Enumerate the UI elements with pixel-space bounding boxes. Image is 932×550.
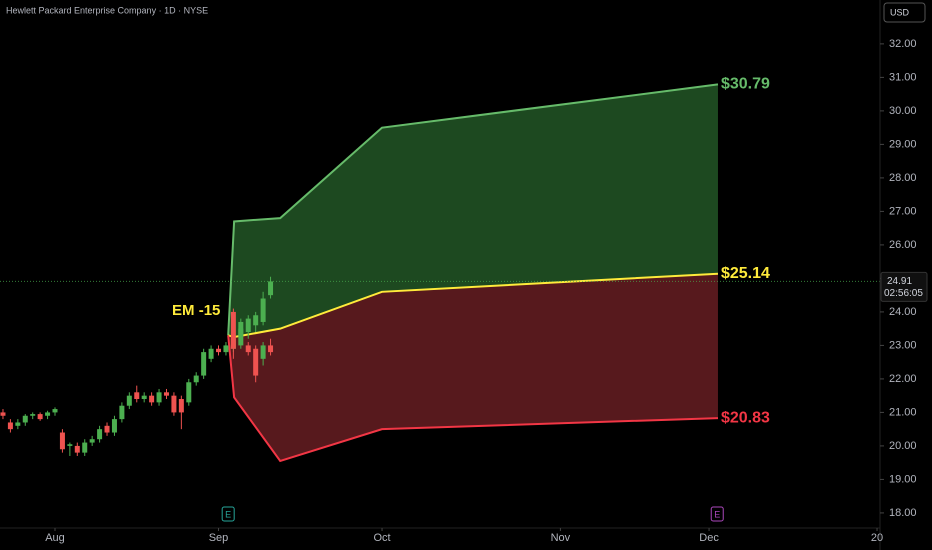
y-tick-label: 32.00 [889, 38, 917, 50]
candle-body [201, 352, 207, 376]
y-tick-label: 21.00 [889, 406, 917, 418]
candle-body [216, 348, 222, 353]
candle-body [268, 281, 274, 296]
candle-body [74, 445, 80, 453]
band-line [227, 335, 719, 463]
band-value-label: $20.83 [721, 409, 770, 426]
x-tick-label: Sep [209, 532, 229, 544]
price-tag [880, 271, 928, 302]
event-marker[interactable] [710, 506, 724, 522]
event-label: E [225, 509, 231, 519]
candle-body [37, 414, 43, 420]
candle-body [30, 414, 36, 416]
candle-body [97, 429, 103, 440]
candle-body [89, 439, 95, 443]
x-tick-label: Oct [373, 532, 390, 544]
y-tick-label: 31.00 [889, 71, 917, 83]
y-tick-label: 23.00 [889, 339, 917, 351]
candle-body [22, 415, 28, 423]
band-value-label: $30.79 [721, 76, 770, 93]
candle-body [104, 425, 110, 433]
candle-body [0, 412, 6, 416]
y-tick-label: 30.00 [889, 105, 917, 117]
candle-body [238, 321, 244, 336]
candle-body [171, 395, 177, 413]
y-tick-label: 20.00 [889, 440, 917, 452]
candle-body [126, 395, 132, 406]
candle-body [268, 345, 274, 353]
price-tag-value: 24.91 [887, 276, 912, 287]
candle-body [178, 399, 184, 413]
candle-body [163, 392, 169, 396]
event-label: E [714, 509, 720, 519]
candle-body [52, 409, 58, 413]
candle-body [156, 392, 162, 403]
y-tick-label: 27.00 [889, 205, 917, 217]
y-tick-label: 24.00 [889, 306, 917, 318]
candle-body [59, 432, 65, 450]
y-tick-label: 26.00 [889, 239, 917, 251]
band-value-label: $25.14 [721, 265, 770, 282]
y-tick-label: 22.00 [889, 373, 917, 385]
candle-body [245, 345, 251, 353]
candle-body [253, 315, 259, 326]
candle-body [260, 298, 266, 322]
band-area [228, 273, 718, 461]
candle-body [111, 419, 117, 433]
candle-body [134, 392, 140, 400]
y-tick-label: 28.00 [889, 172, 917, 184]
chart-title: Hewlett Packard Enterprise Company · 1D … [6, 5, 208, 15]
candle-body [15, 422, 21, 426]
x-tick-label: 20 [871, 532, 883, 544]
candle-body [193, 375, 199, 383]
y-tick-label: 19.00 [889, 473, 917, 485]
currency-label[interactable]: USD [890, 7, 910, 17]
x-tick-label: Nov [551, 532, 571, 544]
y-tick-label: 29.00 [889, 138, 917, 150]
candle-body [230, 311, 236, 349]
candle-body [7, 422, 13, 430]
candle-body [149, 395, 155, 403]
plot: $30.79 $25.14 $20.83 EM -15 E E [0, 76, 880, 522]
candle-body [245, 318, 251, 333]
event-marker[interactable] [221, 506, 235, 522]
candle-body [186, 382, 192, 403]
band-line [227, 83, 719, 336]
x-tick-label: Aug [45, 532, 65, 544]
annotation: EM -15 [172, 302, 220, 319]
band-area [228, 84, 718, 338]
candle-body [67, 444, 73, 446]
currency-button[interactable] [883, 2, 926, 23]
candle-body [119, 405, 125, 420]
candle-body [223, 345, 229, 353]
candle-body [82, 442, 88, 453]
x-tick-label: Dec [699, 532, 719, 544]
candle-body [141, 395, 147, 400]
candle-body [208, 348, 214, 359]
price-tag-countdown: 02:56:05 [884, 288, 923, 299]
candle-body [260, 345, 266, 359]
y-tick-label: 18.00 [889, 507, 917, 519]
candle-body [253, 348, 259, 376]
candle-body [45, 412, 51, 416]
